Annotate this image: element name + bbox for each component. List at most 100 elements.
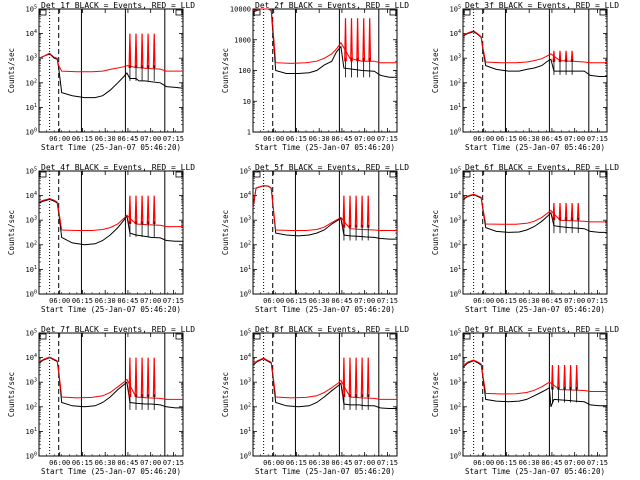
x-tick-label: 06:30 bbox=[519, 459, 540, 467]
panel-8: Det 8f BLACK = Events, RED = LLD 100 101 10… bbox=[221, 325, 409, 476]
lld-spike bbox=[140, 33, 144, 69]
x-tick-label: 06:15 bbox=[286, 297, 307, 305]
x-axis-label: Start Time (25-Jan-07 05:46:20) bbox=[41, 467, 181, 476]
corner-marker-right bbox=[175, 333, 183, 340]
lld-spike bbox=[366, 195, 370, 228]
x-tick-label: 06:00 bbox=[263, 297, 284, 305]
x-axis-label: Start Time (25-Jan-07 05:46:20) bbox=[41, 143, 181, 152]
x-tick-label: 07:00 bbox=[564, 297, 585, 305]
panel-title: Det 1f BLACK = Events, RED = LLD bbox=[41, 1, 195, 10]
y-tick-label: 101 bbox=[240, 265, 251, 274]
x-tick-label: 07:15 bbox=[163, 297, 184, 305]
x-tick-label: 07:00 bbox=[564, 459, 585, 467]
y-tick-label: 105 bbox=[240, 167, 251, 176]
x-axis-label: Start Time (25-Jan-07 05:46:20) bbox=[255, 305, 395, 314]
lld-spike bbox=[570, 50, 574, 63]
lld-spike bbox=[362, 18, 366, 62]
corner-marker-left bbox=[39, 9, 47, 16]
lld-spike bbox=[128, 195, 132, 225]
panel-3: Det 3f BLACK = Events, RED = LLD 100 101 10… bbox=[431, 1, 619, 152]
y-tick-label: 102 bbox=[240, 240, 251, 249]
lld-spike bbox=[146, 195, 150, 225]
x-tick-label: 07:00 bbox=[354, 135, 375, 143]
x-tick-label: 06:45 bbox=[541, 135, 562, 143]
y-tick-label: 102 bbox=[240, 402, 251, 411]
panel-title: Det 6f BLACK = Events, RED = LLD bbox=[465, 163, 619, 172]
panel-title: Det 5f BLACK = Events, RED = LLD bbox=[255, 163, 409, 172]
panel-2: Det 2f BLACK = Events, RED = LLD 1 10 100 10… bbox=[221, 1, 409, 152]
x-tick-label: 06:45 bbox=[117, 135, 138, 143]
x-axis-label: Start Time (25-Jan-07 05:46:20) bbox=[465, 467, 605, 476]
x-tick-label: 07:15 bbox=[587, 135, 608, 143]
y-tick-label: 104 bbox=[240, 353, 251, 362]
y-tick-label: 103 bbox=[26, 378, 37, 387]
lld-spike bbox=[152, 195, 156, 225]
x-tick-label: 06:15 bbox=[286, 459, 307, 467]
x-tick-label: 06:15 bbox=[496, 297, 517, 305]
x-tick-label: 07:15 bbox=[163, 135, 184, 143]
x-tick-label: 07:00 bbox=[564, 135, 585, 143]
x-tick-label: 06:00 bbox=[473, 459, 494, 467]
y-tick-label: 102 bbox=[26, 402, 37, 411]
y-tick-label: 104 bbox=[450, 29, 461, 38]
x-axis-label: Start Time (25-Jan-07 05:46:20) bbox=[255, 143, 395, 152]
series-events bbox=[38, 198, 183, 246]
lld-spike bbox=[564, 50, 568, 63]
x-tick-label: 07:00 bbox=[354, 459, 375, 467]
x-tick-label: 06:45 bbox=[331, 297, 352, 305]
y-axis-label: Counts/sec bbox=[7, 372, 16, 417]
lld-spike bbox=[348, 357, 352, 398]
lld-spike bbox=[342, 357, 346, 398]
corner-marker-right bbox=[389, 171, 397, 178]
corner-marker-left bbox=[253, 333, 261, 340]
lld-spike bbox=[569, 364, 572, 390]
series-lld bbox=[462, 359, 607, 395]
lld-spike bbox=[558, 202, 562, 221]
x-tick-label: 06:30 bbox=[309, 135, 330, 143]
x-tick-label: 06:15 bbox=[286, 135, 307, 143]
series-lld bbox=[38, 52, 183, 73]
y-tick-label: 105 bbox=[450, 167, 461, 176]
lld-spike bbox=[557, 364, 560, 390]
y-tick-label: 100 bbox=[450, 290, 461, 299]
y-axis-label: Counts/sec bbox=[431, 372, 440, 417]
x-tick-label: 06:45 bbox=[331, 459, 352, 467]
panel-1: Det 1f BLACK = Events, RED = LLD 100 101 10… bbox=[7, 1, 195, 152]
y-tick-label: 100 bbox=[240, 290, 251, 299]
series-events bbox=[38, 357, 183, 409]
y-tick-label: 105 bbox=[450, 329, 461, 338]
y-tick-label: 103 bbox=[450, 216, 461, 225]
y-tick-label: 100 bbox=[26, 128, 37, 137]
y-tick-label: 100 bbox=[26, 452, 37, 461]
y-axis-label: Counts/sec bbox=[431, 48, 440, 93]
lld-spike bbox=[128, 357, 132, 398]
y-tick-label: 100 bbox=[238, 67, 251, 75]
x-tick-label: 06:15 bbox=[496, 459, 517, 467]
x-tick-label: 07:15 bbox=[377, 297, 398, 305]
y-tick-label: 1000 bbox=[234, 36, 251, 44]
panel-7: Det 7f BLACK = Events, RED = LLD 100 101 10… bbox=[7, 325, 195, 476]
lld-spike bbox=[576, 202, 580, 221]
x-axis-label: Start Time (25-Jan-07 05:46:20) bbox=[465, 143, 605, 152]
lld-spike bbox=[558, 50, 562, 63]
y-tick-label: 101 bbox=[26, 103, 37, 112]
panel-title: Det 2f BLACK = Events, RED = LLD bbox=[255, 1, 409, 10]
lld-spike bbox=[146, 33, 150, 69]
series-lld bbox=[462, 193, 607, 225]
lld-spike bbox=[552, 50, 556, 63]
y-tick-label: 1 bbox=[247, 129, 251, 137]
x-tick-label: 06:00 bbox=[473, 297, 494, 305]
y-axis-label: Counts/sec bbox=[221, 372, 230, 417]
lld-spike bbox=[152, 33, 156, 69]
y-tick-label: 104 bbox=[26, 353, 37, 362]
plot-frame bbox=[252, 8, 398, 133]
x-tick-label: 07:15 bbox=[377, 459, 398, 467]
y-tick-label: 102 bbox=[450, 402, 461, 411]
x-tick-label: 07:15 bbox=[163, 459, 184, 467]
y-tick-label: 101 bbox=[450, 427, 461, 436]
x-tick-label: 06:00 bbox=[49, 135, 70, 143]
y-tick-label: 100 bbox=[450, 128, 461, 137]
lld-spike bbox=[354, 195, 358, 228]
y-tick-label: 102 bbox=[26, 78, 37, 87]
lld-spike bbox=[128, 33, 132, 69]
